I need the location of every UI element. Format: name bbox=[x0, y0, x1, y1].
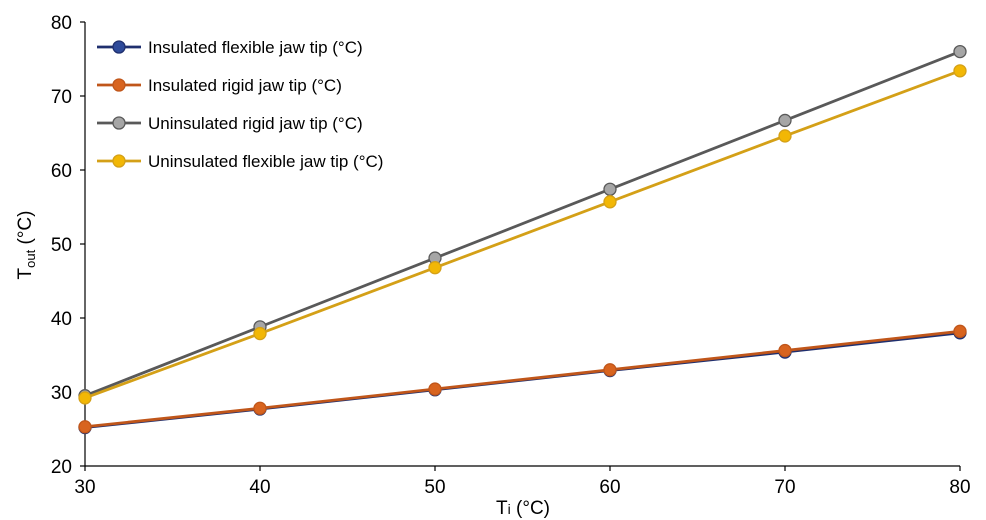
legend-item: Uninsulated flexible jaw tip (°C) bbox=[97, 152, 383, 171]
data-point bbox=[253, 401, 267, 415]
data-point bbox=[78, 391, 92, 405]
series-layer bbox=[78, 44, 967, 435]
x-axis-title-sub: i bbox=[508, 501, 511, 517]
y-tick-label: 70 bbox=[51, 87, 72, 108]
legend-label: Insulated flexible jaw tip (°C) bbox=[148, 38, 363, 57]
x-tick-label: 60 bbox=[599, 477, 620, 498]
legend-swatch-marker bbox=[112, 116, 126, 130]
data-point bbox=[603, 363, 617, 377]
x-axis-ticks: 30 40 50 60 70 80 bbox=[74, 466, 971, 498]
data-point bbox=[253, 326, 267, 341]
series-line bbox=[84, 329, 961, 429]
data-point bbox=[778, 129, 792, 143]
y-tick-label: 50 bbox=[51, 235, 72, 256]
data-point bbox=[603, 182, 617, 196]
legend-item: Insulated flexible jaw tip (°C) bbox=[97, 38, 363, 57]
y-axis-title: Tout (°C) bbox=[15, 211, 38, 280]
x-tick-label: 30 bbox=[74, 477, 95, 498]
y-tick-label: 30 bbox=[51, 383, 72, 404]
legend-item: Uninsulated rigid jaw tip (°C) bbox=[97, 114, 363, 133]
data-point bbox=[428, 382, 442, 396]
data-point bbox=[603, 195, 617, 209]
series-4 bbox=[78, 64, 967, 405]
x-axis-title-main: T bbox=[496, 498, 508, 519]
y-axis-title-unit: (°C) bbox=[15, 211, 36, 250]
legend-swatch-marker bbox=[112, 40, 126, 54]
legend: Insulated flexible jaw tip (°C) Insulated… bbox=[97, 38, 383, 171]
y-tick-label: 40 bbox=[51, 309, 72, 330]
data-point bbox=[953, 64, 967, 78]
data-point bbox=[78, 420, 92, 434]
x-tick-label: 80 bbox=[949, 477, 970, 498]
legend-item: Insulated rigid jaw tip (°C) bbox=[97, 76, 342, 95]
x-tick-label: 50 bbox=[424, 477, 445, 498]
series-3 bbox=[78, 44, 967, 403]
y-axis-title-sub: out bbox=[23, 249, 38, 267]
series-line bbox=[84, 50, 961, 398]
x-axis-title: Ti (°C) bbox=[496, 498, 550, 519]
y-axis-title-main: T bbox=[15, 267, 36, 279]
data-point bbox=[428, 261, 442, 275]
legend-label: Uninsulated flexible jaw tip (°C) bbox=[148, 152, 383, 171]
legend-swatch-marker bbox=[112, 154, 126, 168]
data-point bbox=[953, 324, 967, 338]
legend-swatch-marker bbox=[112, 78, 126, 92]
y-tick-label: 60 bbox=[51, 161, 72, 182]
x-tick-label: 40 bbox=[249, 477, 270, 498]
data-point bbox=[778, 113, 792, 128]
y-axis-ticks: 20 30 40 50 60 70 80 bbox=[51, 13, 85, 478]
series-line bbox=[84, 69, 961, 400]
x-tick-label: 70 bbox=[774, 477, 795, 498]
x-axis-title-unit: (°C) bbox=[511, 498, 550, 519]
legend-label: Uninsulated rigid jaw tip (°C) bbox=[148, 114, 363, 133]
data-point bbox=[953, 44, 967, 59]
series-2 bbox=[78, 324, 967, 434]
legend-label: Insulated rigid jaw tip (°C) bbox=[148, 76, 342, 95]
y-tick-label: 80 bbox=[51, 13, 72, 34]
y-tick-label: 20 bbox=[51, 457, 72, 478]
data-point bbox=[778, 343, 792, 358]
